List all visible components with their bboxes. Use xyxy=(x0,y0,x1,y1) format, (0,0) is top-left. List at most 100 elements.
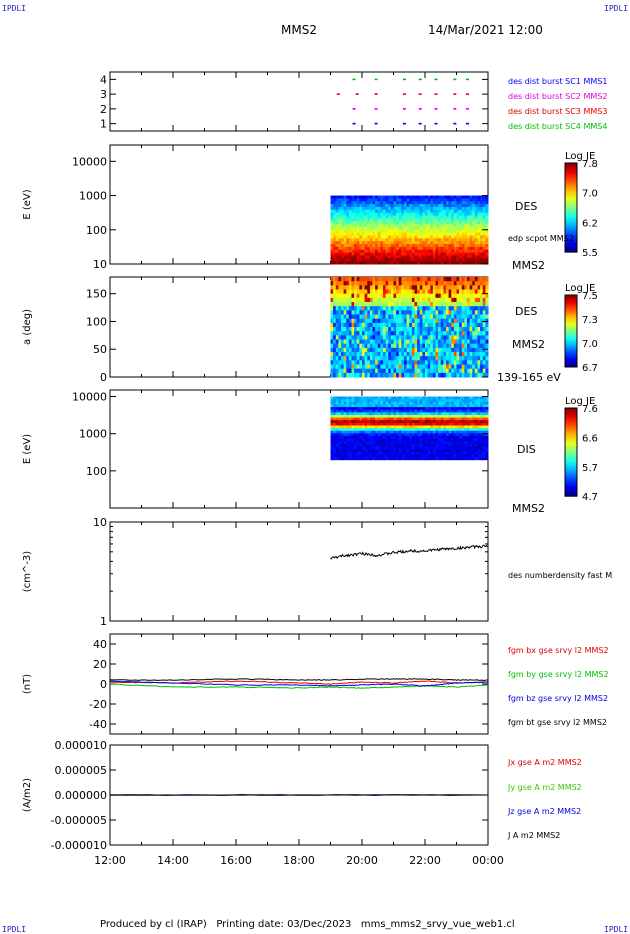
heatmap-cell xyxy=(456,198,460,202)
heatmap-cell xyxy=(456,212,460,217)
heatmap-cell xyxy=(417,407,421,411)
heatmap-cell xyxy=(359,314,363,320)
heatmap-cell xyxy=(356,343,360,349)
heatmap-cell xyxy=(369,322,373,328)
heatmap-cell xyxy=(333,310,337,315)
heatmap-cell xyxy=(459,364,463,370)
heatmap-cell xyxy=(356,435,360,440)
heatmap-cell xyxy=(343,399,347,403)
heatmap-cell xyxy=(438,281,442,286)
heatmap-cell xyxy=(375,297,379,303)
heatmap-cell xyxy=(482,356,486,361)
heatmap-cell xyxy=(477,255,481,259)
heatmap-cell xyxy=(432,433,436,437)
heatmap-cell xyxy=(461,327,465,332)
heatmap-cell xyxy=(446,414,450,419)
heatmap-cell xyxy=(375,443,379,448)
heatmap-cell xyxy=(359,401,363,405)
heatmap-cell xyxy=(432,318,436,324)
burst-marker xyxy=(402,122,406,125)
heatmap-cell xyxy=(377,396,381,400)
heatmap-cell xyxy=(383,209,387,214)
heatmap-cell xyxy=(390,327,394,332)
heatmap-cell xyxy=(474,435,478,440)
heatmap-cell xyxy=(453,297,457,303)
heatmap-cell xyxy=(474,302,478,307)
heatmap-cell xyxy=(390,420,394,424)
heatmap-cell xyxy=(443,252,447,256)
heatmap-cell xyxy=(383,414,387,419)
heatmap-cell xyxy=(375,249,379,254)
heatmap-cell xyxy=(380,438,384,442)
heatmap-cell xyxy=(469,221,473,225)
heatmap-cell xyxy=(367,404,371,408)
heatmap-cell xyxy=(348,232,352,236)
heatmap-cell xyxy=(464,289,468,295)
panel-7-y-tick-label: 0.000010 xyxy=(55,739,108,752)
heatmap-cell xyxy=(385,246,389,251)
heatmap-cell xyxy=(380,224,384,228)
heatmap-cell xyxy=(430,446,434,450)
heatmap-cell xyxy=(401,241,405,245)
heatmap-cell xyxy=(469,347,473,353)
heatmap-cell xyxy=(406,229,410,234)
heatmap-cell xyxy=(383,249,387,254)
heatmap-cell xyxy=(446,261,450,265)
heatmap-cell xyxy=(443,238,447,242)
heatmap-cell xyxy=(469,201,473,205)
heatmap-cell xyxy=(335,339,339,345)
heatmap-cell xyxy=(482,285,486,290)
heatmap-cell xyxy=(482,364,486,370)
heatmap-cell xyxy=(338,335,342,340)
heatmap-cell xyxy=(401,281,405,286)
heatmap-cell xyxy=(427,246,431,251)
heatmap-cell xyxy=(372,457,376,461)
heatmap-cell xyxy=(335,327,339,332)
heatmap-cell xyxy=(472,412,476,416)
heatmap-cell xyxy=(388,195,392,199)
heatmap-cell xyxy=(411,443,415,448)
heatmap-cell xyxy=(398,322,402,328)
heatmap-cell xyxy=(440,212,444,217)
heatmap-cell xyxy=(375,457,379,461)
heatmap-cell xyxy=(369,414,373,419)
heatmap-cell xyxy=(351,232,355,236)
heatmap-cell xyxy=(390,224,394,228)
heatmap-cell xyxy=(435,198,439,202)
heatmap-cell xyxy=(404,420,408,424)
heatmap-cell xyxy=(435,360,439,365)
series-line xyxy=(110,683,489,689)
heatmap-cell xyxy=(362,302,366,307)
heatmap-cell xyxy=(446,409,450,413)
heatmap-cell xyxy=(380,435,384,440)
heatmap-cell xyxy=(388,224,392,228)
heatmap-cell xyxy=(390,339,394,345)
heatmap-cell xyxy=(330,443,334,448)
heatmap-cell xyxy=(333,412,337,416)
heatmap-cell xyxy=(406,404,410,408)
heatmap-cell xyxy=(474,281,478,286)
heatmap-cell xyxy=(359,322,363,328)
heatmap-cell xyxy=(354,252,358,256)
heatmap-cell xyxy=(430,364,434,370)
series-legend-entry: fgm by gse srvy l2 MMS2 xyxy=(508,670,609,679)
heatmap-cell xyxy=(451,438,455,442)
heatmap-cell xyxy=(341,404,345,408)
heatmap-cell xyxy=(356,212,360,217)
heatmap-cell xyxy=(404,331,408,336)
heatmap-cell xyxy=(435,277,439,282)
heatmap-cell xyxy=(330,430,334,434)
heatmap-cell xyxy=(375,425,379,429)
heatmap-cell xyxy=(362,417,366,421)
heatmap-cell xyxy=(443,215,447,219)
heatmap-cell xyxy=(380,229,384,234)
heatmap-cell xyxy=(330,409,334,413)
heatmap-cell xyxy=(451,277,455,282)
heatmap-cell xyxy=(474,310,478,315)
heatmap-cell xyxy=(432,215,436,219)
heatmap-cell xyxy=(443,258,447,262)
heatmap-cell xyxy=(343,209,347,214)
heatmap-cell xyxy=(367,246,371,251)
heatmap-cell xyxy=(469,252,473,256)
heatmap-cell xyxy=(411,235,415,239)
